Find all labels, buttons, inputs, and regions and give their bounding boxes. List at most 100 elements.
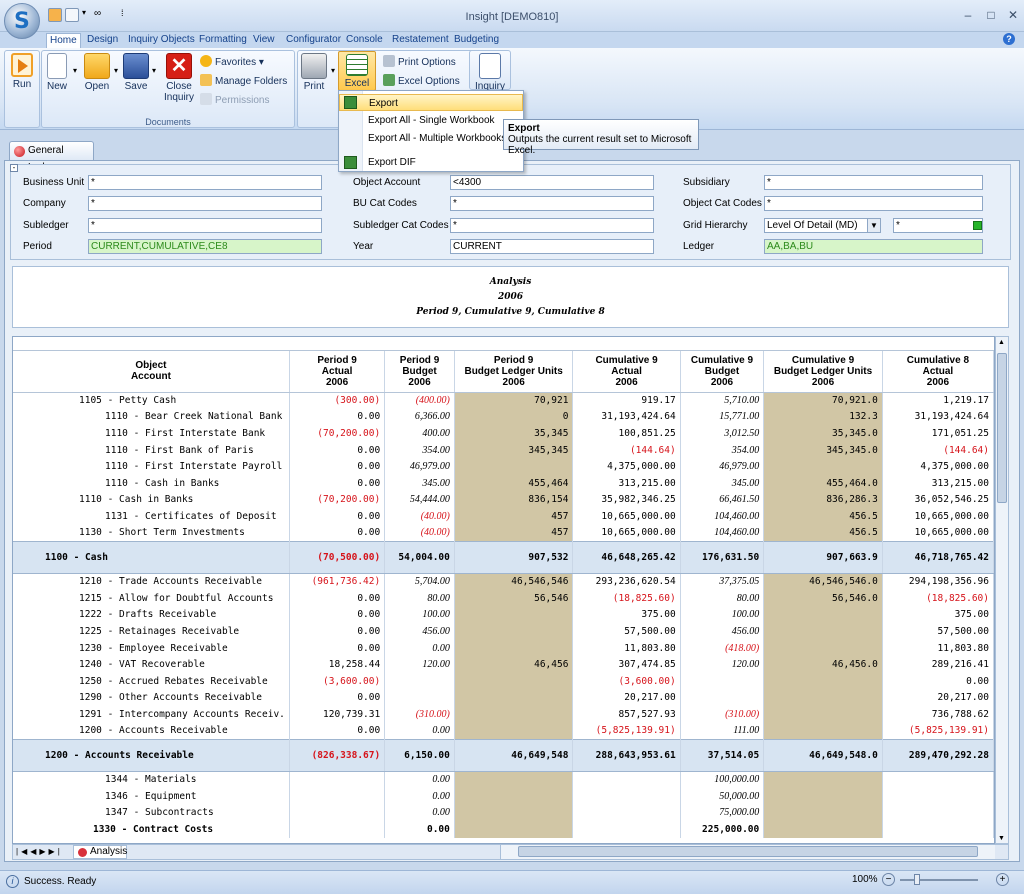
help-icon[interactable]: ? — [1003, 33, 1015, 45]
bu-cat-codes-input[interactable]: * — [450, 196, 654, 211]
object-cat-codes-input[interactable]: * — [764, 196, 983, 211]
print-button[interactable]: Print — [299, 53, 329, 92]
column-header[interactable]: Object Account — [13, 351, 290, 393]
object-account-input[interactable]: <4300 — [450, 175, 654, 190]
open-button[interactable]: Open — [81, 53, 113, 92]
subtotal-row[interactable]: 1200 - Accounts Receivable (826,338.67) 6,… — [13, 738, 994, 772]
open-dropdown-icon[interactable]: ▾ — [114, 66, 119, 75]
tab-console[interactable]: Console — [346, 34, 383, 45]
glasses-icon[interactable]: ∞ — [94, 8, 102, 19]
table-row[interactable]: 1250 - Accrued Rebates Receivable (3,600.… — [13, 672, 994, 690]
menu-item-export-all-multiple[interactable]: Export All - Multiple Workbooks — [368, 133, 507, 144]
period-input[interactable]: CURRENT,CUMULATIVE,CE8 — [88, 239, 322, 254]
column-header[interactable]: Cumulative 9 Budget Ledger Units 2006 — [763, 351, 883, 393]
inquiry-button[interactable]: Inquiry — [472, 53, 508, 92]
subsidiary-input[interactable]: * — [764, 175, 983, 190]
tab-home[interactable]: Home — [46, 33, 81, 48]
menu-item-export-all-single[interactable]: Export All - Single Workbook — [368, 115, 495, 126]
quick-dropdown-icon[interactable]: ▾ — [82, 8, 87, 17]
table-row[interactable]: 1131 - Certificates of Deposit 0.00 (40.00… — [13, 508, 994, 525]
table-row[interactable]: 1130 - Short Term Investments 0.00 (40.00)… — [13, 524, 994, 542]
tab-budgeting[interactable]: Budgeting — [454, 34, 500, 45]
column-header[interactable]: Cumulative 8 Actual 2006 — [882, 351, 994, 393]
table-row[interactable]: 1330 - Contract Costs 0.00 225,000.00 — [13, 821, 994, 838]
run-button[interactable]: Run — [7, 53, 37, 90]
table-row[interactable]: 1200 - Accounts Receivable 0.00 0.00 (5,825… — [13, 722, 994, 740]
table-row[interactable]: 1110 - Cash in Banks (70,200.00) 54,444.00… — [13, 491, 994, 509]
table-row[interactable]: 1346 - Equipment 0.00 50,000.00 — [13, 787, 994, 805]
zoom-in-icon[interactable]: + — [996, 873, 1009, 886]
chevron-down-icon[interactable]: ▼ — [867, 219, 880, 232]
maximize-button[interactable]: □ — [987, 8, 995, 22]
table-row[interactable]: 1110 - Bear Creek National Bank 0.00 6,366… — [13, 408, 994, 426]
zoom-slider-thumb[interactable] — [914, 874, 920, 885]
subtotal-row[interactable]: 1100 - Cash (70,500.00) 54,004.00 907,532 46… — [13, 540, 994, 574]
tab-formatting[interactable]: Formatting — [199, 34, 247, 45]
table-row[interactable]: 1290 - Other Accounts Receivable 0.00 20,2… — [13, 689, 994, 707]
manage-folders-button[interactable]: Manage Folders — [200, 74, 287, 88]
grid-hierarchy-filter-input[interactable]: * — [893, 218, 983, 233]
save-quick-icon[interactable] — [65, 8, 79, 22]
sheet-nav-arrows[interactable]: |◀◀▶▶| — [16, 847, 63, 856]
permissions-button[interactable]: Permissions — [200, 93, 269, 107]
excel-button[interactable]: Excel — [338, 51, 376, 91]
zoom-out-icon[interactable]: − — [882, 873, 895, 886]
scroll-down-icon[interactable]: ▼ — [998, 835, 1005, 842]
column-header[interactable]: Cumulative 9 Actual 2006 — [572, 351, 681, 393]
minimize-button[interactable]: – — [964, 8, 972, 22]
column-header[interactable]: Period 9 Actual 2006 — [289, 351, 386, 393]
hscroll-thumb[interactable] — [518, 846, 978, 857]
scroll-thumb[interactable] — [997, 353, 1007, 503]
sheet-tab-analysis[interactable]: Analysis — [73, 845, 127, 859]
tab-inquiry-objects[interactable]: Inquiry Objects — [128, 34, 195, 45]
table-row[interactable]: 1110 - First Interstate Payroll 0.00 46,97… — [13, 458, 994, 475]
horizontal-scrollbar[interactable] — [500, 845, 995, 859]
run-quick-icon[interactable] — [48, 8, 62, 22]
table-row[interactable]: 1110 - First Interstate Bank (70,200.00) 4… — [13, 425, 994, 442]
tab-configurator[interactable]: Configurator — [286, 34, 342, 45]
print-dropdown-icon[interactable]: ▾ — [331, 66, 336, 75]
menu-item-export-dif[interactable]: Export DIF — [368, 157, 416, 168]
tab-view[interactable]: View — [253, 34, 275, 45]
business-unit-input[interactable]: * — [88, 175, 322, 190]
print-options-button[interactable]: Print Options — [383, 55, 456, 69]
save-button[interactable]: Save — [121, 53, 151, 92]
new-button[interactable]: New — [42, 53, 72, 92]
table-row[interactable]: 1110 - First Bank of Paris 0.00 354.00 345,… — [13, 441, 994, 459]
subledger-cat-codes-input[interactable]: * — [450, 218, 654, 233]
table-row[interactable]: 1105 - Petty Cash (300.00) (400.00) 70,921 9… — [13, 392, 994, 409]
company-input[interactable]: * — [88, 196, 322, 211]
favorites-button[interactable]: Favorites ▾ — [200, 55, 264, 69]
column-header[interactable]: Period 9 Budget Ledger Units 2006 — [454, 351, 574, 393]
column-header[interactable]: Period 9 Budget 2006 — [384, 351, 455, 393]
table-row[interactable]: 1215 - Allow for Doubtful Accounts 0.00 80… — [13, 589, 994, 607]
subledger-input[interactable]: * — [88, 218, 322, 233]
menu-item-export[interactable]: Export — [339, 94, 523, 111]
table-row[interactable]: 1210 - Trade Accounts Receivable (961,736… — [13, 573, 994, 590]
table-row[interactable]: 1291 - Intercompany Accounts Receiv. 120,… — [13, 706, 994, 723]
grid-hierarchy-select[interactable]: Level Of Detail (MD) — [764, 218, 881, 233]
tab-design[interactable]: Design — [87, 34, 119, 45]
customize-toolbar-icon[interactable]: ⁞ — [121, 8, 124, 18]
new-dropdown-icon[interactable]: ▾ — [73, 66, 78, 75]
close-inquiry-button[interactable]: ✕ Close Inquiry — [163, 53, 194, 103]
save-dropdown-icon[interactable]: ▾ — [152, 66, 157, 75]
collapse-icon[interactable]: - — [10, 164, 18, 172]
table-row[interactable]: 1344 - Materials 0.00 100,000.00 — [13, 771, 994, 788]
table-row[interactable]: 1222 - Drafts Receivable 0.00 100.00 375.00… — [13, 606, 994, 624]
vertical-scrollbar[interactable]: ▲ ▼ — [995, 336, 1009, 844]
year-input[interactable]: CURRENT — [450, 239, 654, 254]
table-row[interactable]: 1347 - Subcontracts 0.00 75,000.00 — [13, 804, 994, 822]
table-row[interactable]: 1225 - Retainages Receivable 0.00 456.00 57… — [13, 623, 994, 640]
tab-restatement[interactable]: Restatement — [392, 34, 449, 45]
scroll-up-icon[interactable]: ▲ — [998, 339, 1005, 346]
application-menu-orb[interactable]: S — [4, 3, 40, 39]
table-row[interactable]: 1110 - Cash in Banks 0.00 345.00 455,464 313… — [13, 474, 994, 492]
tab-general-ledger[interactable]: General Ledger — [9, 141, 94, 173]
close-button[interactable]: ✕ — [1007, 8, 1019, 22]
table-row[interactable]: 1240 - VAT Recoverable 18,258.44 120.00 46,… — [13, 656, 994, 673]
green-status-icon[interactable] — [973, 221, 982, 230]
excel-options-button[interactable]: Excel Options — [383, 74, 460, 88]
ledger-input[interactable]: AA,BA,BU — [764, 239, 983, 254]
table-row[interactable]: 1230 - Employee Receivable 0.00 0.00 11,803… — [13, 639, 994, 657]
